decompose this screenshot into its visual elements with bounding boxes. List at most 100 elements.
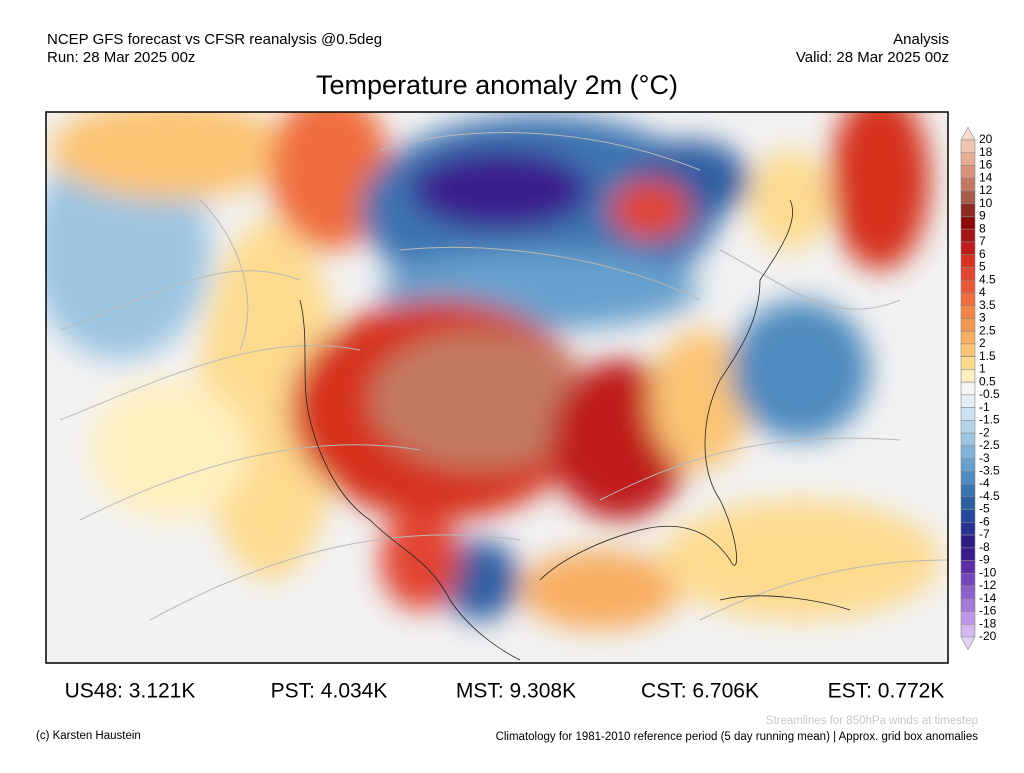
colorbar-label: 14 — [979, 170, 993, 184]
colorbar-box — [960, 522, 976, 536]
colorbar-label: -8 — [979, 540, 990, 554]
colorbar-box — [960, 496, 976, 510]
colorbar-label: -20 — [979, 629, 997, 643]
valid-label: Valid: 28 Mar 2025 00z — [796, 49, 949, 66]
colorbar-label: -9 — [979, 553, 990, 567]
colorbar-label: -16 — [979, 604, 997, 618]
colorbar-end — [960, 126, 976, 141]
colorbar-label: 2 — [979, 336, 986, 350]
colorbar-label: 3 — [979, 311, 986, 325]
colorbar-label: 4 — [979, 285, 986, 299]
colorbar-label: 18 — [979, 145, 993, 159]
colorbar-box — [960, 330, 976, 345]
source-label: NCEP GFS forecast vs CFSR reanalysis @0.… — [47, 31, 382, 48]
colorbar-label: -0.5 — [979, 387, 1000, 401]
colorbar-label: 3.5 — [979, 298, 996, 312]
colorbar-label: 0.5 — [979, 374, 996, 388]
colorbar-box — [960, 471, 976, 485]
colorbar-label: -3 — [979, 451, 990, 465]
colorbar-label: 10 — [979, 196, 993, 210]
colorbar-label: 4.5 — [979, 272, 996, 286]
colorbar-label: 7 — [979, 234, 986, 248]
colorbar-box — [960, 254, 976, 268]
colorbar-box — [960, 420, 976, 434]
colorbar-label: 1.5 — [979, 349, 996, 363]
colorbar-box — [960, 228, 976, 243]
colorbar-box — [960, 509, 976, 523]
colorbar-label: -4.5 — [979, 489, 1000, 503]
colorbar-box — [960, 216, 976, 230]
colorbar-box — [960, 572, 976, 587]
colorbar-label: 12 — [979, 183, 993, 197]
coastlines — [299, 199, 851, 661]
colorbar-box — [960, 305, 976, 319]
colorbar-label: -14 — [979, 591, 997, 605]
colorbar-label: -7 — [979, 527, 990, 541]
colorbar-box — [960, 139, 976, 154]
region-stat: MST: 9.308K — [456, 680, 576, 703]
colorbar-label: 9 — [979, 209, 986, 223]
colorbar-label: -1.5 — [979, 413, 1000, 427]
colorbar-box — [960, 190, 976, 205]
colorbar-box — [960, 241, 976, 255]
colorbar-label: -3.5 — [979, 464, 1000, 478]
credit: (c) Karsten Haustein — [36, 730, 141, 742]
colorbar-box — [960, 407, 976, 421]
colorbar-label: -6 — [979, 514, 990, 528]
colorbar-label: 20 — [979, 132, 993, 146]
colorbar-box — [960, 560, 976, 574]
colorbar-box — [960, 623, 976, 638]
colorbar-label: 2.5 — [979, 323, 996, 337]
colorbar-label: -5 — [979, 502, 990, 516]
colorbar-label: 8 — [979, 221, 986, 235]
map-frame — [45, 111, 949, 664]
climatology-note: Climatology for 1981-2010 reference peri… — [496, 731, 979, 743]
region-stat: US48: 3.121K — [65, 680, 196, 703]
colorbar-label: 16 — [979, 158, 993, 172]
colorbar-box — [960, 343, 976, 357]
colorbar-end — [960, 636, 976, 651]
colorbar-label: -2 — [979, 425, 990, 439]
colorbar-box — [960, 152, 976, 166]
colorbar-box — [960, 611, 976, 625]
colorbar-box — [960, 292, 976, 306]
colorbar-box — [960, 203, 976, 217]
colorbar-box — [960, 534, 976, 549]
colorbar-box — [960, 445, 976, 459]
colorbar-label: -10 — [979, 565, 997, 579]
colorbar-box — [960, 177, 976, 192]
colorbar: 201816141210987654.543.532.521.510.5-0.5… — [960, 126, 1000, 651]
colorbar-label: -1 — [979, 400, 990, 414]
kind-label: Analysis — [893, 31, 949, 48]
colorbar-box — [960, 279, 976, 294]
colorbar-box — [960, 165, 976, 179]
run-label: Run: 28 Mar 2025 00z — [47, 49, 195, 66]
colorbar-box — [960, 394, 976, 408]
colorbar-label: 5 — [979, 260, 986, 274]
colorbar-box — [960, 318, 976, 332]
colorbar-box — [960, 547, 976, 561]
colorbar-box — [960, 356, 976, 370]
colorbar-box — [960, 267, 976, 281]
colorbar-box — [960, 598, 976, 612]
streamlines — [59, 132, 948, 621]
streamline-note: Streamlines for 850hPa winds at timestep — [766, 715, 978, 727]
region-stat: PST: 4.034K — [271, 680, 388, 703]
colorbar-label: -4 — [979, 476, 990, 490]
colorbar-box — [960, 432, 976, 447]
colorbar-label: -18 — [979, 616, 997, 630]
region-stat: EST: 0.772K — [828, 680, 945, 703]
map — [46, 112, 948, 663]
colorbar-label: 1 — [979, 362, 986, 376]
colorbar-label: -2.5 — [979, 438, 1000, 452]
stats: US48: 3.121K PST: 4.034K MST: 9.308K CST: 6… — [65, 680, 945, 703]
region-stat: CST: 6.706K — [641, 680, 759, 703]
colorbar-box — [960, 369, 976, 383]
anomaly-field — [46, 112, 940, 630]
map-title: Temperature anomaly 2m (°C) — [316, 70, 678, 100]
colorbar-box — [960, 381, 976, 396]
colorbar-label: -12 — [979, 578, 997, 592]
colorbar-label: 6 — [979, 247, 986, 261]
